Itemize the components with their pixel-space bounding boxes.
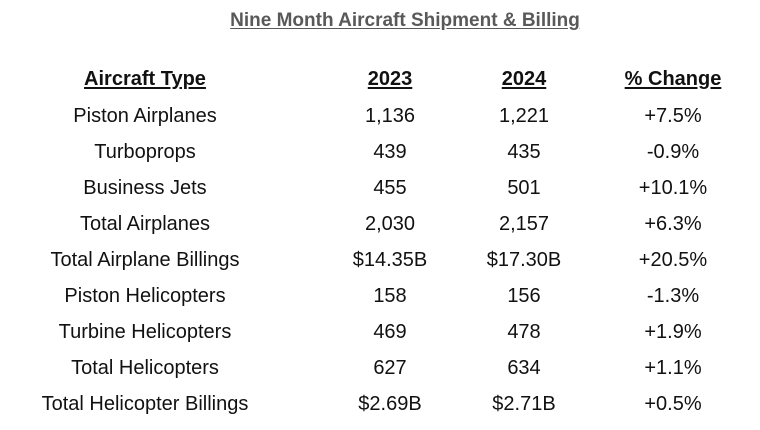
value-2023-cell: 455	[373, 176, 407, 199]
aircraft-type-cell: Business Jets	[83, 176, 207, 199]
value-2023-cell: 439	[373, 140, 407, 163]
table-row: Turboprops 439 435 -0.9%	[0, 134, 760, 170]
aircraft-type-cell: Total Airplanes	[79, 212, 211, 235]
value-2023-cell: 1,136	[364, 104, 416, 127]
table-row: Business Jets 455 501 +10.1%	[0, 170, 760, 206]
header-2023: 2023	[367, 67, 413, 90]
percent-change-cell: -0.9%	[646, 140, 700, 163]
aircraft-type-cell: Turbine Helicopters	[58, 320, 232, 343]
header-percent-change: % Change	[624, 67, 722, 90]
percent-change-cell: +7.5%	[644, 104, 702, 127]
table-row: Piston Airplanes 1,136 1,221 +7.5%	[0, 98, 760, 134]
table-row: Total Helicopter Billings $2.69B $2.71B …	[0, 386, 760, 422]
value-2023-cell: $2.69B	[358, 392, 422, 415]
value-2024-cell: 2,157	[498, 212, 550, 235]
aircraft-type-cell: Total Helicopter Billings	[41, 392, 249, 415]
table-row: Total Airplane Billings $14.35B $17.30B …	[0, 242, 760, 278]
percent-change-cell: +1.1%	[644, 356, 702, 379]
table-row: Total Helicopters 627 634 +1.1%	[0, 350, 760, 386]
value-2023-cell: 469	[373, 320, 407, 343]
value-2023-cell: 627	[373, 356, 407, 379]
percent-change-cell: +1.9%	[644, 320, 702, 343]
aircraft-type-cell: Piston Airplanes	[73, 104, 217, 127]
percent-change-cell: +0.5%	[644, 392, 702, 415]
header-aircraft-type: Aircraft Type	[84, 67, 206, 90]
table-title: Nine Month Aircraft Shipment & Billing	[230, 10, 580, 31]
value-2023-cell: 158	[373, 284, 407, 307]
value-2024-cell: $17.30B	[486, 248, 562, 271]
aircraft-type-cell: Piston Helicopters	[64, 284, 226, 307]
value-2024-cell: 501	[507, 176, 541, 199]
percent-change-cell: -1.3%	[646, 284, 700, 307]
aircraft-type-cell: Turboprops	[94, 140, 196, 163]
table-row: Turbine Helicopters 469 478 +1.9%	[0, 314, 760, 350]
aircraft-type-cell: Total Helicopters	[71, 356, 219, 379]
value-2024-cell: 478	[507, 320, 541, 343]
value-2023-cell: 2,030	[364, 212, 416, 235]
value-2024-cell: 634	[507, 356, 541, 379]
table-row: Piston Helicopters 158 156 -1.3%	[0, 278, 760, 314]
table-header-row: Aircraft Type 2023 2024 % Change	[0, 60, 760, 98]
value-2023-cell: $14.35B	[352, 248, 428, 271]
percent-change-cell: +6.3%	[644, 212, 702, 235]
value-2024-cell: $2.71B	[492, 392, 556, 415]
aircraft-type-cell: Total Airplane Billings	[50, 248, 240, 271]
shipment-table: Aircraft Type 2023 2024 % Change Piston …	[0, 60, 760, 422]
percent-change-cell: +20.5%	[638, 248, 708, 271]
table-row: Total Airplanes 2,030 2,157 +6.3%	[0, 206, 760, 242]
value-2024-cell: 156	[507, 284, 541, 307]
value-2024-cell: 435	[507, 140, 541, 163]
value-2024-cell: 1,221	[498, 104, 550, 127]
percent-change-cell: +10.1%	[638, 176, 708, 199]
header-2024: 2024	[501, 67, 547, 90]
